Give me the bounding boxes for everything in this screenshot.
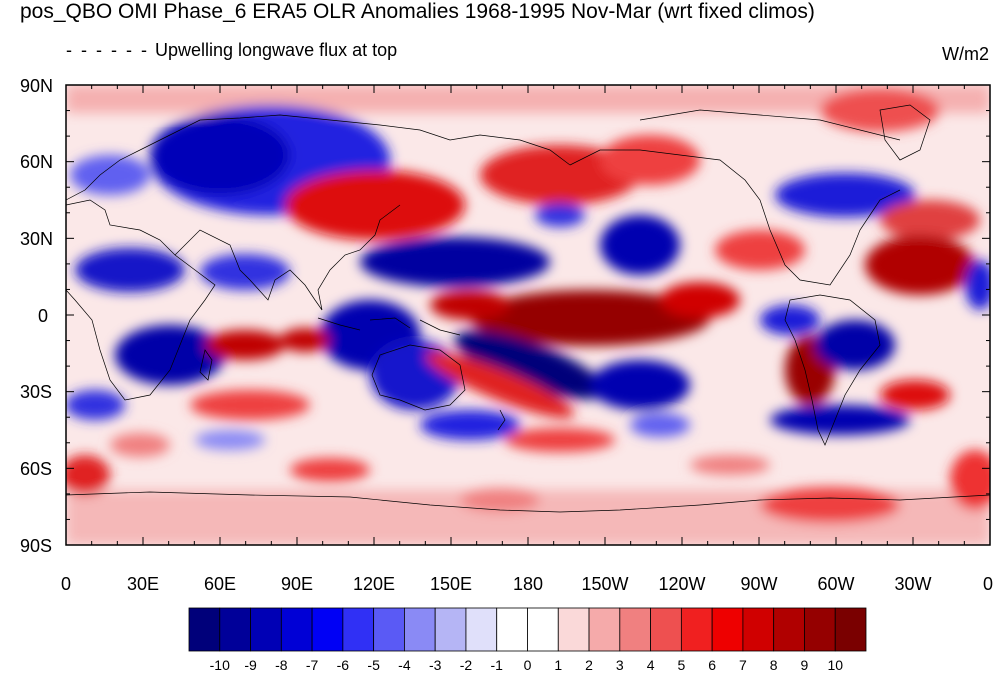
colorbar-swatch [557, 607, 590, 652]
lat-label-90n: 90N [20, 76, 53, 96]
colorbar-tick-label: -9 [244, 657, 257, 673]
colorbar-tick-label: -5 [367, 657, 380, 673]
colorbar-labels: -10 -9 -8 -7 -6 -5 -4 -3 -2 -1 0 1 2 3 4 5 6 7 8 9 10 [210, 657, 844, 673]
lon-label-60w: 60W [817, 574, 854, 594]
lon-label-150w: 150W [581, 574, 628, 594]
figure-title: pos_QBO OMI Phase_6 ERA5 OLR Anomalies 1… [20, 0, 815, 23]
lon-label-0-east: 0 [983, 574, 993, 594]
colorbar-tick-label: -1 [491, 657, 504, 673]
lon-label-180: 180 [513, 574, 543, 594]
colorbar-tick-label: 6 [708, 657, 716, 673]
colorbar-tick-label: -8 [275, 657, 288, 673]
lon-label-60e: 60E [204, 574, 236, 594]
figure-subtitle: - - - - - - Upwelling longwave flux at to… [66, 40, 397, 61]
subtitle-text: Upwelling longwave flux at top [154, 40, 398, 60]
colorbar-swatch [311, 607, 344, 652]
colorbar-tick-label: -4 [398, 657, 411, 673]
lat-label-30s: 30S [20, 382, 52, 402]
colorbar-tick-label: -3 [429, 657, 442, 673]
colorbar-swatch [804, 607, 836, 652]
anomaly-field [66, 85, 990, 545]
colorbar-tick-label: -7 [306, 657, 319, 673]
colorbar-swatch [527, 607, 559, 652]
dashed-line-legend: - - - - - - [66, 40, 149, 60]
colorbar-tick-label: 9 [801, 657, 809, 673]
colorbar-tick-label: 8 [770, 657, 778, 673]
axis-ticks [65, 84, 991, 546]
colorbar-tick-label: -2 [460, 657, 473, 673]
colorbar-swatch [773, 607, 805, 652]
lon-label-90w: 90W [740, 574, 777, 594]
colorbar-swatch [188, 607, 221, 652]
lon-label-90e: 90E [281, 574, 313, 594]
colorbar-swatch [404, 607, 436, 652]
lon-label-120w: 120W [658, 574, 705, 594]
colorbar-swatch [588, 607, 621, 652]
colorbar-tick-label: 7 [739, 657, 747, 673]
colorbar-tick-label: 4 [647, 657, 655, 673]
colorbar-swatch [496, 607, 528, 652]
colorbar-swatch [280, 607, 313, 652]
colorbar-swatch [342, 607, 375, 652]
colorbar-swatch [834, 607, 867, 652]
lat-label-90s: 90S [20, 536, 52, 556]
colorbar-tick-label: 3 [616, 657, 624, 673]
lon-label-30e: 30E [127, 574, 159, 594]
lat-label-60s: 60S [20, 459, 52, 479]
lat-label-60n: 60N [20, 152, 53, 172]
colorbar-tick-label: 1 [554, 657, 562, 673]
colorbar-swatch [680, 607, 713, 652]
coastlines [66, 104, 990, 513]
lon-label-150e: 150E [430, 574, 472, 594]
colorbar-tick-label: 10 [827, 657, 843, 673]
lat-label-eq: 0 [38, 306, 48, 326]
colorbar-swatch [650, 607, 682, 652]
longitude-labels: 0 30E 60E 90E 120E 150E 180 150W 120W 90… [61, 574, 993, 594]
colorbar-tick-label: 2 [585, 657, 593, 673]
colorbar [188, 607, 867, 652]
colorbar-tick-label: -10 [210, 657, 230, 673]
units-label: W/m2 [942, 44, 989, 64]
lat-label-30n: 30N [20, 229, 53, 249]
lon-label-30w: 30W [894, 574, 931, 594]
colorbar-swatch [619, 607, 651, 652]
colorbar-swatch [711, 607, 744, 652]
colorbar-swatch [742, 607, 775, 652]
colorbar-tick-label: -6 [337, 657, 350, 673]
latitude-labels: 90N 60N 30N 0 30S 60S 90S [20, 76, 53, 556]
colorbar-swatch [373, 607, 405, 652]
lon-label-120e: 120E [353, 574, 395, 594]
colorbar-tick-label: 5 [677, 657, 685, 673]
colorbar-swatch [434, 607, 467, 652]
lon-label-0: 0 [61, 574, 71, 594]
colorbar-swatch [250, 607, 282, 652]
colorbar-tick-label: 0 [524, 657, 532, 673]
colorbar-swatch [219, 607, 251, 652]
colorbar-swatch [465, 607, 498, 652]
